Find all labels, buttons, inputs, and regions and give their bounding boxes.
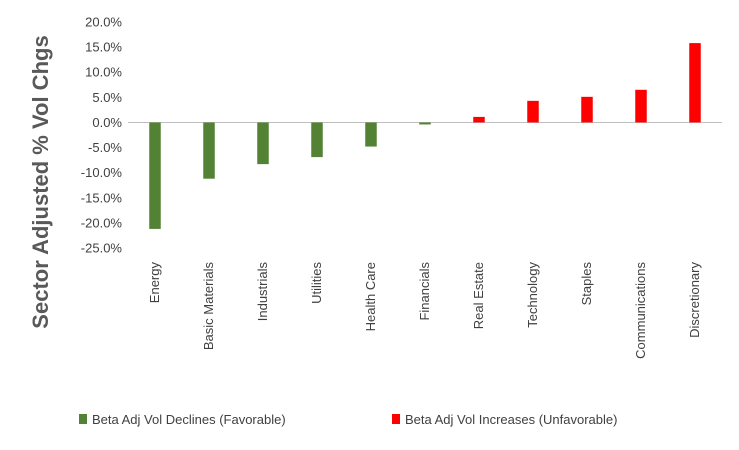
y-tick-label: -5.0% [88, 140, 122, 155]
category-label: Communications [633, 262, 648, 359]
bar-industrials [257, 122, 269, 165]
legend-swatch [392, 414, 400, 424]
bar-discretionary [689, 43, 701, 123]
bar-financials [419, 122, 431, 125]
y-tick-label: -20.0% [81, 215, 123, 230]
y-tick-label: 0.0% [92, 115, 122, 130]
category-label: Energy [147, 262, 162, 304]
bar-utilities [311, 122, 323, 158]
y-tick-label: -25.0% [81, 241, 123, 256]
bar-health-care [365, 122, 377, 147]
bar-basic-materials [203, 122, 215, 179]
y-axis-ticks: 20.0% 15.0% 10.0% 5.0% 0.0% -5.0% -10.0% -15.0%… [81, 15, 123, 256]
y-axis-title-group: Sector Adjusted % Vol Chgs [28, 35, 53, 328]
category-label: Discretionary [687, 262, 702, 338]
y-tick-label: 20.0% [85, 15, 122, 30]
category-label: Utilities [309, 262, 324, 304]
bar-energy [149, 122, 161, 229]
y-tick-label: 15.0% [85, 40, 122, 55]
bar-staples [581, 96, 593, 123]
legend-label: Beta Adj Vol Declines (Favorable) [92, 412, 286, 427]
category-label: Staples [579, 262, 594, 306]
bar-real-estate [473, 116, 485, 123]
category-label: Basic Materials [201, 262, 216, 351]
category-label: Financials [417, 262, 432, 321]
category-labels: Energy Basic Materials Industrials Utilitie… [147, 262, 702, 359]
category-label: Real Estate [471, 262, 486, 329]
legend: Beta Adj Vol Declines (Favorable) Beta Ad… [79, 412, 617, 427]
y-tick-label: 5.0% [92, 90, 122, 105]
category-label: Technology [525, 262, 540, 328]
category-label: Industrials [255, 262, 270, 322]
y-tick-label: 10.0% [85, 65, 122, 80]
y-axis-title: Sector Adjusted % Vol Chgs [28, 35, 53, 328]
y-tick-label: -15.0% [81, 190, 123, 205]
legend-label: Beta Adj Vol Increases (Unfavorable) [405, 412, 617, 427]
bars [149, 43, 701, 229]
legend-swatch [79, 414, 87, 424]
category-label: Health Care [363, 262, 378, 331]
y-tick-label: -10.0% [81, 165, 123, 180]
bar-communications [635, 89, 647, 123]
bar-technology [527, 100, 539, 123]
